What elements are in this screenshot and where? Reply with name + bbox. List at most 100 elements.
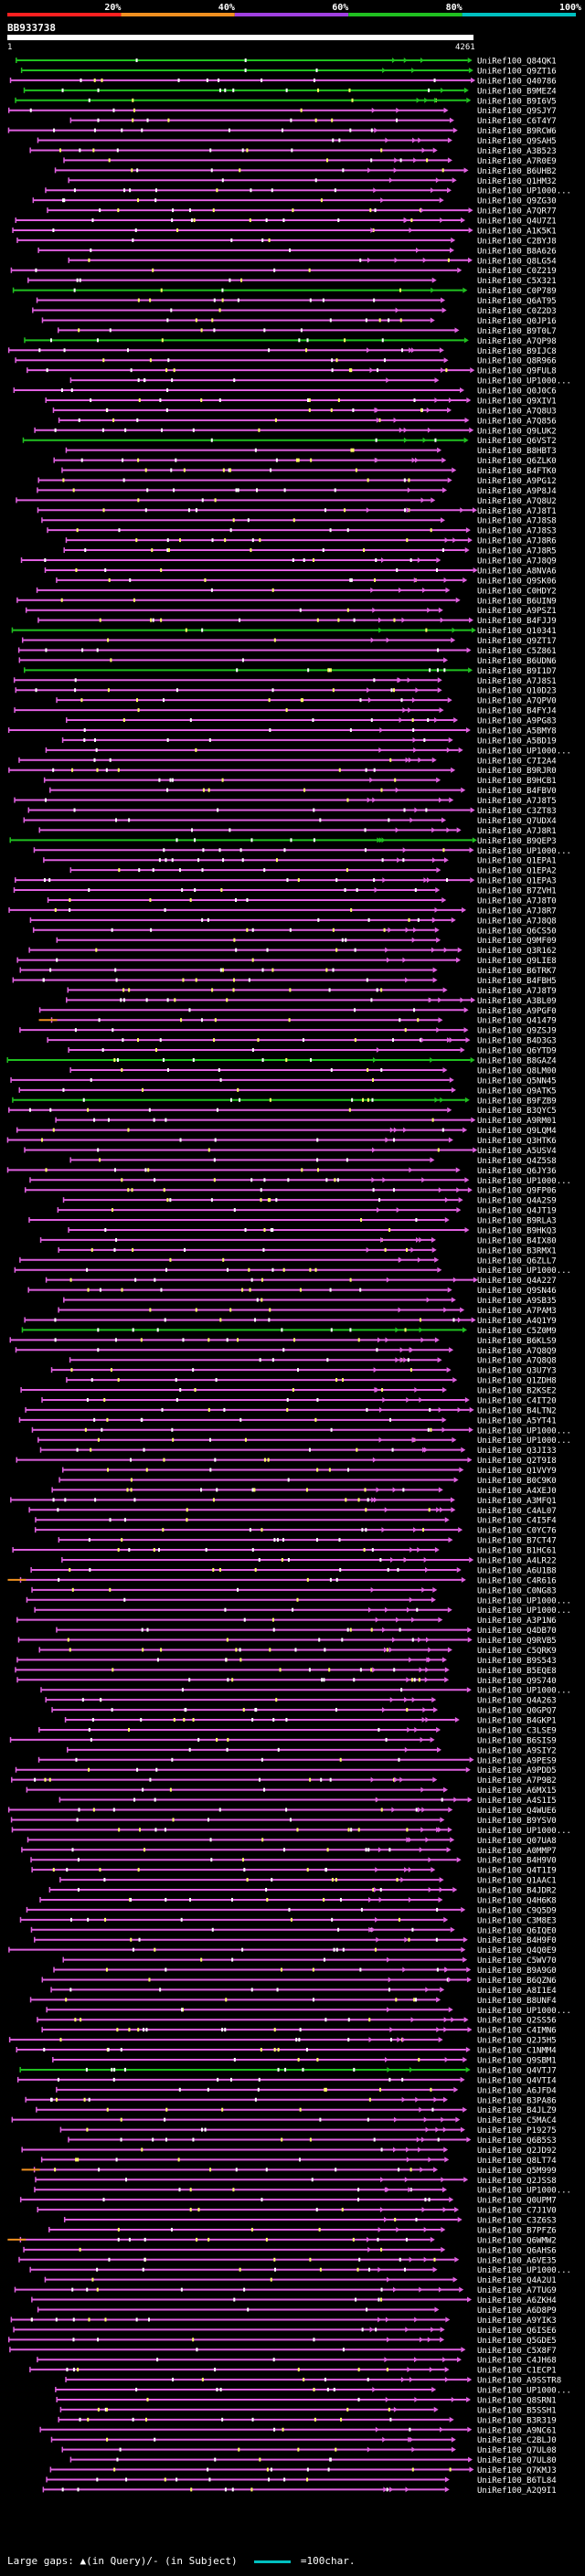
hit-label: UniRef100_Q8SRN1 bbox=[477, 2396, 557, 2405]
gap-arrow bbox=[387, 1956, 391, 1963]
gap-mark bbox=[258, 1558, 261, 1562]
hit-end-arrow bbox=[461, 217, 466, 224]
hit-label: UniRef100_B5SSH1 bbox=[477, 2406, 557, 2415]
gap-arrow bbox=[385, 947, 389, 953]
hit-label: UniRef100_C5WV70 bbox=[477, 1956, 557, 1966]
gap-mark bbox=[233, 2058, 236, 2062]
gap-mark bbox=[153, 1118, 155, 1122]
gap-arrow bbox=[404, 1746, 409, 1753]
gap-mark bbox=[71, 1587, 74, 1592]
gap-mark bbox=[285, 88, 288, 92]
gap-mark bbox=[107, 2048, 110, 2052]
hit-label: UniRef100_C4R616 bbox=[477, 1576, 557, 1585]
gap-mark bbox=[326, 2388, 329, 2392]
gap-arrow bbox=[410, 1547, 414, 1553]
gap-mark bbox=[233, 378, 236, 383]
hit-label: UniRef100_C2BLJ0 bbox=[477, 2436, 557, 2445]
hit-end-arrow bbox=[443, 857, 449, 864]
gap-mark bbox=[211, 318, 214, 323]
gap-arrow bbox=[385, 137, 389, 143]
gap-mark bbox=[44, 558, 47, 562]
gap-arrow bbox=[402, 957, 407, 963]
gap-arrow bbox=[403, 427, 408, 433]
gap-mark bbox=[328, 1468, 331, 1472]
gap-mark bbox=[102, 358, 105, 363]
gap-mark bbox=[369, 208, 372, 213]
gap-mark bbox=[226, 998, 229, 1002]
gap-mark bbox=[254, 1318, 257, 1322]
gap-arrow bbox=[388, 927, 392, 933]
hit-end-arrow bbox=[473, 1277, 478, 1283]
gap-mark bbox=[132, 1947, 134, 1952]
gap-mark bbox=[400, 698, 403, 703]
gap-mark bbox=[341, 2208, 344, 2212]
gap-mark bbox=[122, 458, 124, 462]
gap-mark bbox=[86, 2287, 89, 2292]
hit-end-arrow bbox=[466, 2396, 472, 2402]
gap-mark bbox=[256, 488, 259, 493]
gap-mark bbox=[287, 1558, 290, 1562]
gap-arrow bbox=[420, 1337, 425, 1343]
gap-mark bbox=[344, 888, 346, 893]
gap-mark bbox=[388, 1227, 391, 1232]
gap-mark bbox=[347, 1828, 350, 1832]
gap-mark bbox=[378, 1727, 380, 1732]
gap-arrow bbox=[394, 1776, 399, 1783]
gap-mark bbox=[201, 917, 204, 922]
gap-mark bbox=[372, 1188, 375, 1193]
gap-mark bbox=[416, 1607, 419, 1612]
gap-mark bbox=[308, 1447, 311, 1452]
gap-mark bbox=[288, 1907, 291, 1912]
hit-end-arrow bbox=[441, 1416, 447, 1423]
gap-mark bbox=[54, 1318, 57, 1322]
hit-label: UniRef100_Q1EPA3 bbox=[477, 877, 557, 886]
gap-arrow bbox=[444, 2057, 449, 2062]
gap-arrow bbox=[434, 1097, 439, 1103]
hit-label: UniRef100_Q7KMJ3 bbox=[477, 2466, 557, 2475]
gap-arrow bbox=[431, 287, 435, 293]
gap-mark bbox=[410, 2168, 412, 2172]
gap-mark bbox=[290, 1917, 292, 1922]
gap-arrow bbox=[420, 1827, 425, 1833]
gap-mark bbox=[415, 2218, 418, 2222]
hit-end-arrow bbox=[455, 597, 461, 603]
gap-mark bbox=[338, 1538, 341, 1542]
gap-mark bbox=[380, 148, 383, 153]
gap-mark bbox=[365, 318, 367, 323]
gap-mark bbox=[116, 1058, 119, 1062]
gap-mark bbox=[300, 108, 303, 112]
hit-end-arrow bbox=[458, 1527, 463, 1533]
hit-end-arrow bbox=[471, 1317, 476, 1323]
gap-mark bbox=[74, 688, 77, 693]
hit-label: UniRef100_Q8LM00 bbox=[477, 1066, 557, 1076]
gap-mark bbox=[351, 1097, 354, 1102]
hit-label: UniRef100_UP1000... bbox=[477, 1436, 571, 1446]
gap-mark bbox=[52, 1868, 55, 1872]
gap-mark bbox=[145, 2028, 148, 2032]
gap-mark bbox=[229, 1097, 232, 1102]
gap-mark bbox=[303, 2378, 305, 2382]
gap-arrow bbox=[393, 2116, 398, 2123]
gap-mark bbox=[158, 858, 161, 863]
gap-arrow bbox=[424, 1677, 429, 1683]
gap-mark bbox=[218, 1807, 221, 1812]
gap-mark bbox=[98, 1018, 101, 1023]
hit-label: UniRef100_Q4JT19 bbox=[477, 1207, 557, 1216]
gap-arrow bbox=[411, 937, 416, 943]
gap-mark bbox=[69, 1277, 72, 1282]
gap-mark bbox=[195, 978, 197, 982]
gap-mark bbox=[251, 1048, 254, 1053]
hit-end-arrow bbox=[447, 137, 452, 143]
gap-arrow bbox=[410, 1246, 415, 1253]
gap-mark bbox=[428, 2198, 431, 2202]
gap-arrow bbox=[456, 1187, 461, 1193]
gap-arrow bbox=[395, 1357, 399, 1363]
gap-mark bbox=[78, 1807, 80, 1812]
gap-arrow bbox=[406, 507, 410, 514]
gap-arrow bbox=[427, 2337, 431, 2343]
gap-arrow bbox=[423, 877, 428, 884]
gap-mark bbox=[237, 1087, 239, 1092]
gap-mark bbox=[392, 1188, 395, 1193]
hit-end-arrow bbox=[469, 847, 474, 853]
hit-end-arrow bbox=[465, 2047, 471, 2053]
